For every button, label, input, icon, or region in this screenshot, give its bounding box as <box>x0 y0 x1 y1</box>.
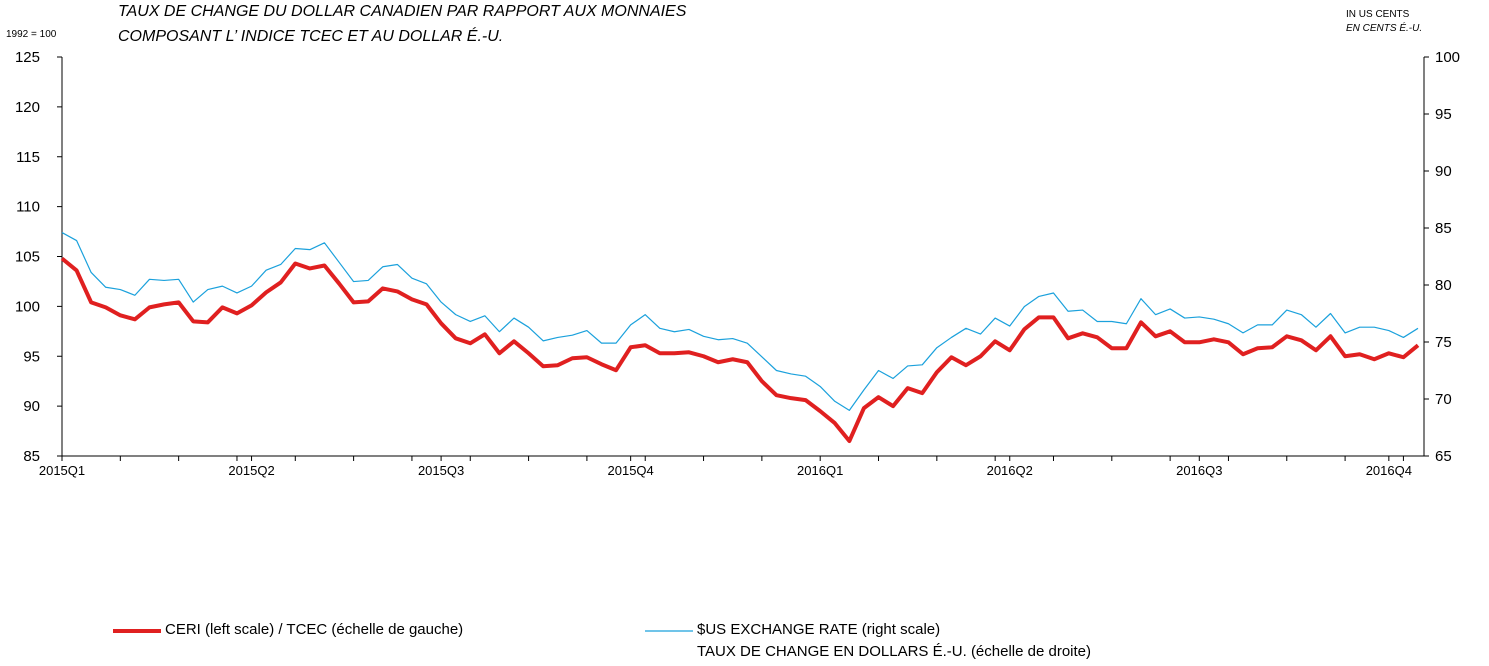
y-tick-label: 85 <box>23 448 40 465</box>
y2-axis-unit: EN CENTS É.-U. <box>1346 21 1422 34</box>
chart-title: TAUX DE CHANGE DU DOLLAR CANADIEN PAR RA… <box>118 3 687 20</box>
y-tick-label: 115 <box>16 149 40 166</box>
y-tick-label: 125 <box>15 49 40 66</box>
x-tick-label: 2016Q1 <box>797 463 843 478</box>
y-axis-unit: 1992 = 100 <box>6 29 57 40</box>
data-line <box>60 256 1420 444</box>
y2-tick-label: 90 <box>1435 163 1452 180</box>
x-tick-label: 2016Q4 <box>1366 463 1412 478</box>
x-tick-label: 2016Q3 <box>1176 463 1222 478</box>
y2-tick-label: 70 <box>1435 391 1452 408</box>
y-tick-label: 120 <box>15 99 40 116</box>
x-tick-label: 2015Q1 <box>39 463 85 478</box>
x-tick-label: 2015Q4 <box>608 463 654 478</box>
y-tick-label: 100 <box>15 298 40 315</box>
y-tick-label: 90 <box>23 398 40 415</box>
y2-tick-label: 100 <box>1435 49 1460 66</box>
y2-tick-label: 80 <box>1435 277 1452 294</box>
x-tick-label: 2015Q3 <box>418 463 464 478</box>
x-tick-label: 2016Q2 <box>987 463 1033 478</box>
data-line <box>61 232 1419 411</box>
y2-tick-label: 75 <box>1435 334 1452 351</box>
x-tick-label: 2015Q2 <box>228 463 274 478</box>
y2-tick-label: 65 <box>1435 448 1452 465</box>
y2-axis-unit: IN US CENTS <box>1346 9 1410 20</box>
legend-label: $US EXCHANGE RATE (right scale) TAUX DE … <box>697 621 1092 660</box>
y2-tick-label: 95 <box>1435 106 1452 123</box>
legend-label: CERI (left scale) / TCEC (échelle de gau… <box>165 621 464 638</box>
y-tick-label: 110 <box>16 199 40 216</box>
chart-title: COMPOSANT L’ INDICE TCEC ET AU DOLLAR É.… <box>118 26 503 45</box>
y-tick-label: 95 <box>23 348 40 365</box>
y-tick-label: 105 <box>15 249 40 266</box>
y2-tick-label: 85 <box>1435 220 1452 237</box>
